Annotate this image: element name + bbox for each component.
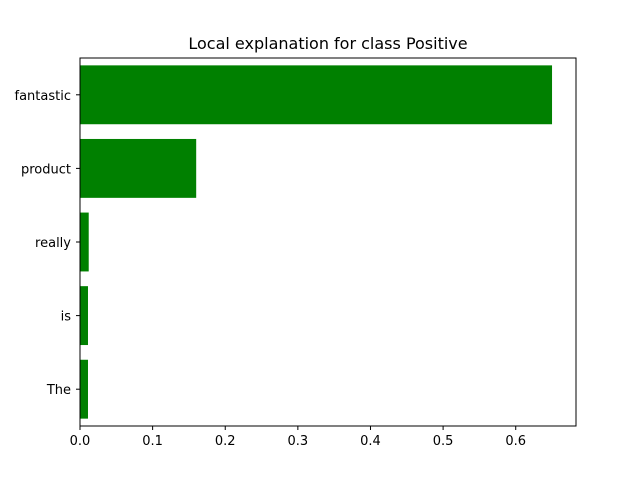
bar-fantastic (80, 65, 553, 125)
x-axis-ticks: 0.0 0.1 0.2 0.3 0.4 0.5 0.6 (70, 426, 526, 449)
bar-is (80, 286, 88, 346)
y-tick-label: The (46, 383, 71, 398)
y-tick-label: really (35, 236, 71, 251)
y-tick-label: fantastic (15, 89, 71, 104)
y-axis-ticks: The is really product fantastic (15, 89, 80, 398)
y-tick-label: product (21, 162, 71, 177)
x-tick-label: 0.4 (360, 434, 381, 449)
x-tick-label: 0.0 (70, 434, 91, 449)
x-tick-label: 0.3 (288, 434, 309, 449)
x-tick-label: 0.6 (505, 434, 526, 449)
x-tick-label: 0.1 (142, 434, 163, 449)
bars-group (80, 65, 553, 419)
chart-title: Local explanation for class Positive (188, 34, 467, 53)
bar-really (80, 212, 89, 272)
x-tick-label: 0.5 (433, 434, 454, 449)
bar-the (80, 359, 88, 419)
plot-area-frame (79, 57, 577, 427)
x-tick-label: 0.2 (215, 434, 236, 449)
y-tick-label: is (61, 310, 72, 325)
bar-product (80, 138, 197, 198)
